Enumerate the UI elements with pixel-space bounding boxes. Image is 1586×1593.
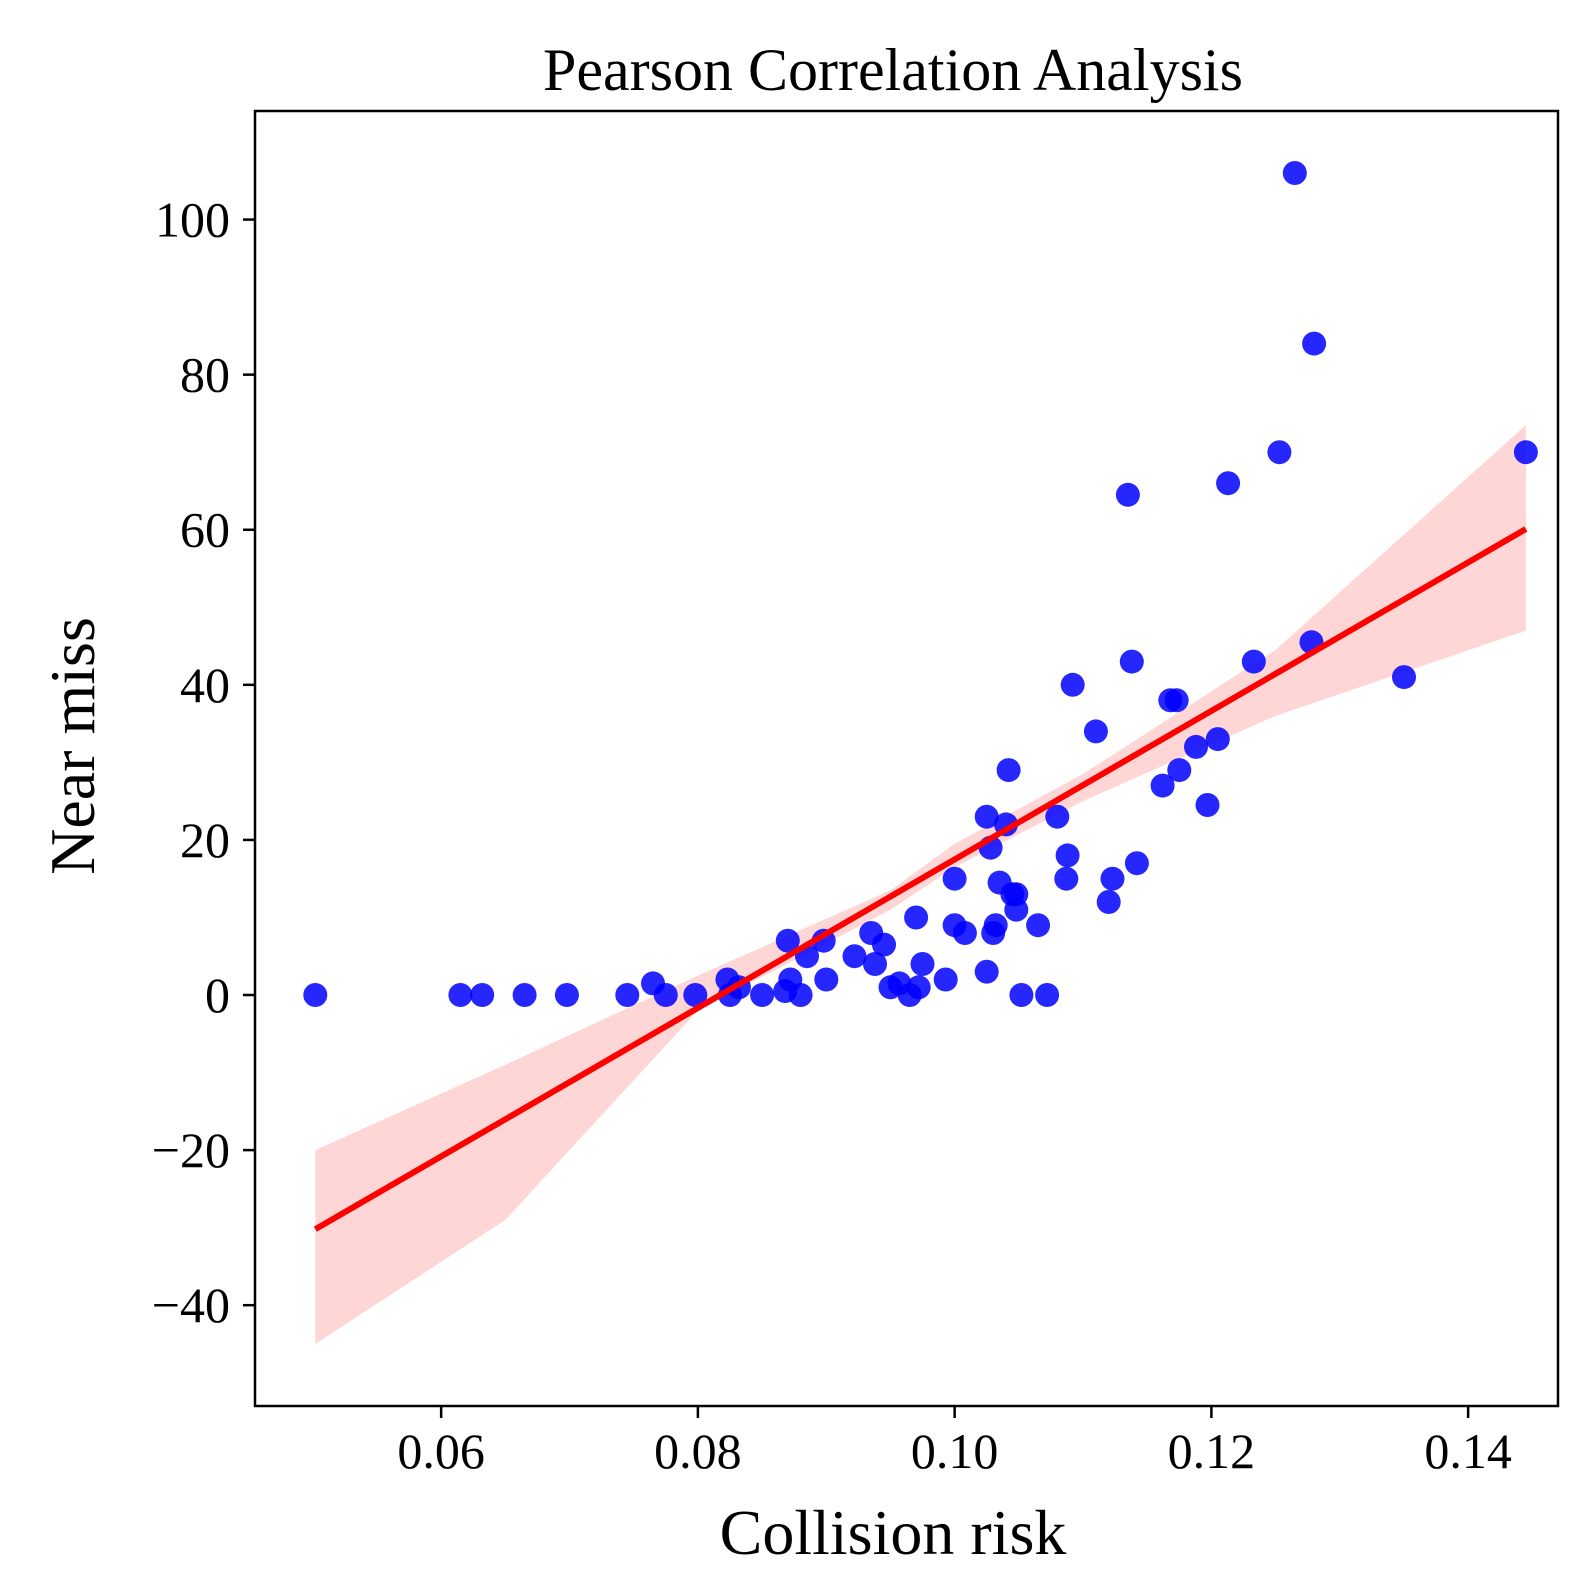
- data-point: [1302, 331, 1327, 356]
- data-point: [1392, 665, 1416, 690]
- confidence-band-layer: [315, 425, 1526, 1345]
- data-point: [1083, 719, 1108, 744]
- data-point: [1045, 804, 1070, 829]
- data-point: [872, 932, 896, 957]
- data-point: [974, 804, 999, 829]
- plot-frame: [253, 109, 1560, 1408]
- data-point: [1184, 734, 1208, 759]
- regression-line: [313, 526, 1528, 1232]
- data-point: [1026, 913, 1051, 938]
- data-point: [983, 913, 1008, 938]
- data-point: [952, 921, 977, 945]
- data-point: [1009, 983, 1034, 1007]
- data-point: [1216, 471, 1241, 496]
- data-point: [1195, 793, 1220, 817]
- data-point: [1164, 688, 1189, 713]
- data-point: [1267, 440, 1292, 465]
- data-point: [1100, 866, 1125, 891]
- y-tick-label: 80: [180, 347, 230, 403]
- data-point: [904, 905, 929, 930]
- x-tick-label: 0.14: [1424, 1423, 1512, 1479]
- data-point: [1282, 161, 1307, 185]
- data-point: [683, 983, 708, 1007]
- data-point: [1150, 773, 1175, 798]
- y-tick-label: −20: [152, 1122, 230, 1178]
- y-tick-label: 40: [180, 657, 230, 713]
- data-point: [1096, 890, 1121, 914]
- data-point: [1205, 727, 1230, 752]
- x-axis: 0.06 0.08 0.10 0.12 0.14: [397, 1406, 1512, 1479]
- data-point: [303, 983, 328, 1007]
- plot-area: [253, 109, 1560, 1408]
- data-point: [1513, 440, 1538, 465]
- data-point: [1060, 672, 1085, 697]
- data-point: [750, 983, 775, 1007]
- x-tick-label: 0.06: [397, 1423, 485, 1479]
- data-point: [554, 983, 579, 1007]
- data-point: [1115, 482, 1140, 507]
- data-point: [842, 944, 867, 969]
- y-tick-label: 0: [205, 967, 230, 1023]
- data-point: [1124, 851, 1149, 876]
- data-point: [910, 952, 935, 976]
- points-layer: [303, 161, 1538, 1007]
- x-axis-label: Collision risk: [720, 1497, 1067, 1568]
- data-point: [775, 928, 800, 953]
- data-point: [512, 983, 537, 1007]
- x-tick-label: 0.08: [654, 1423, 742, 1479]
- regression-line-layer: [313, 526, 1528, 1232]
- data-point: [1119, 649, 1144, 674]
- data-point: [1035, 983, 1060, 1007]
- data-point: [653, 983, 678, 1007]
- data-point: [942, 866, 967, 891]
- y-tick-label: 20: [180, 812, 230, 868]
- chart-title: Pearson Correlation Analysis: [543, 37, 1243, 103]
- data-point: [1004, 897, 1029, 922]
- y-axis-label: Near miss: [37, 617, 108, 875]
- y-tick-label: −40: [152, 1277, 230, 1333]
- x-tick-label: 0.12: [1168, 1423, 1256, 1479]
- y-axis: −40 −20 0 20 40 60 80 100: [152, 192, 255, 1333]
- x-tick-label: 0.10: [911, 1423, 999, 1479]
- y-tick-label: 60: [180, 502, 230, 558]
- data-point: [470, 983, 495, 1007]
- data-point: [1055, 843, 1080, 868]
- data-point: [996, 758, 1021, 783]
- data-point: [933, 967, 958, 992]
- data-point: [1241, 649, 1266, 674]
- data-point: [814, 967, 839, 992]
- data-point: [906, 975, 931, 1000]
- data-point: [1167, 758, 1192, 783]
- data-point: [788, 983, 813, 1007]
- data-point: [863, 952, 887, 976]
- data-point: [974, 959, 999, 984]
- confidence-band: [315, 425, 1526, 1345]
- y-tick-label: 100: [155, 192, 230, 248]
- data-point: [448, 983, 473, 1007]
- data-point: [1054, 866, 1079, 891]
- data-point: [615, 983, 640, 1007]
